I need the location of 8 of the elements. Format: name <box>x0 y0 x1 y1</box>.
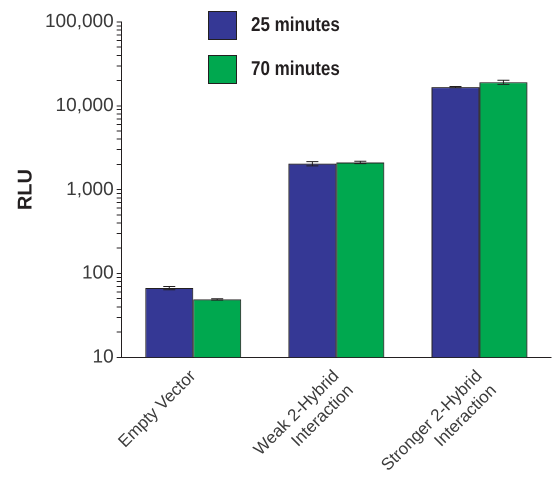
legend-label: 70 minutes <box>251 58 340 80</box>
y-tick-label: 10,000 <box>56 95 114 116</box>
y-tick-label: 10 <box>92 346 114 368</box>
y-tick-label: 100,000 <box>44 11 114 32</box>
y-tick-label: 1,000 <box>66 178 114 200</box>
y-axis-title: RLU <box>14 169 37 210</box>
y-tick-label: 100 <box>82 262 114 284</box>
legend-label: 25 minutes <box>251 14 340 36</box>
